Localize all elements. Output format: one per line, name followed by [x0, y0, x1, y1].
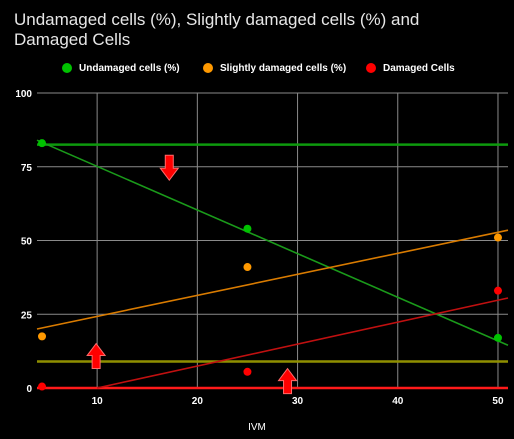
chart-title: Undamaged cells (%), Slightly damaged ce…	[14, 10, 420, 49]
data-point	[38, 332, 47, 341]
legend-item-undamaged[interactable]: Undamaged cells (%)	[62, 60, 180, 76]
legend-label: Undamaged cells (%)	[79, 62, 180, 74]
legend-marker	[366, 63, 376, 73]
data-point	[493, 286, 502, 295]
legend-item-slightly-damaged[interactable]: Slightly damaged cells (%)	[203, 60, 346, 76]
data-point	[38, 139, 47, 148]
data-point	[493, 333, 502, 342]
x-tick-label: 20	[192, 396, 204, 407]
legend: Undamaged cells (%) Slightly damaged cel…	[0, 60, 514, 76]
data-point	[243, 263, 252, 272]
trendline	[36, 229, 509, 330]
y-tick-label: 25	[21, 310, 33, 321]
y-tick-label: 75	[21, 163, 33, 174]
legend-label: Damaged Cells	[383, 62, 455, 74]
legend-marker	[62, 63, 72, 73]
data-point	[243, 224, 252, 233]
x-axis-label: IVM	[248, 422, 266, 433]
x-tick-label: 50	[492, 396, 504, 407]
legend-label: Slightly damaged cells (%)	[220, 62, 347, 74]
up-arrow-icon	[277, 367, 298, 395]
x-tick-label: 40	[392, 396, 404, 407]
data-point	[243, 367, 252, 376]
down-arrow-icon	[159, 154, 180, 182]
x-tick-label: 10	[92, 396, 104, 407]
legend-marker	[203, 63, 213, 73]
y-tick-label: 0	[26, 384, 32, 395]
up-arrow-icon	[86, 342, 107, 370]
trendline	[36, 139, 509, 346]
data-point	[493, 233, 502, 242]
x-tick-label: 30	[292, 396, 304, 407]
legend-item-damaged[interactable]: Damaged Cells	[366, 60, 455, 76]
y-tick-label: 50	[21, 237, 33, 248]
y-tick-label: 100	[15, 89, 32, 100]
trendline	[96, 297, 509, 389]
data-point	[38, 382, 47, 391]
